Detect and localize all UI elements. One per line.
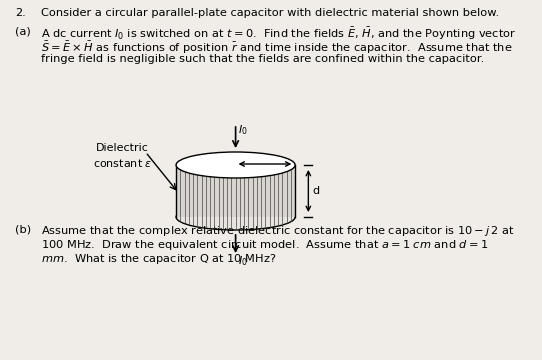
Ellipse shape <box>176 204 295 230</box>
Text: 100 MHz.  Draw the equivalent circuit model.  Assume that $a = 1$ $cm$ and $d = : 100 MHz. Draw the equivalent circuit mod… <box>41 238 488 252</box>
Text: Consider a circular parallel-plate capacitor with dielectric material shown belo: Consider a circular parallel-plate capac… <box>41 8 500 18</box>
Text: a: a <box>262 155 269 165</box>
Text: fringe field is negligible such that the fields are confined within the capacito: fringe field is negligible such that the… <box>41 54 485 64</box>
Ellipse shape <box>176 152 295 178</box>
Text: d: d <box>313 186 320 196</box>
Text: $mm$.  What is the capacitor Q at 10 MHz?: $mm$. What is the capacitor Q at 10 MHz? <box>41 252 276 266</box>
Text: (b): (b) <box>15 224 31 234</box>
Text: $I_0$: $I_0$ <box>238 123 248 137</box>
Text: Dielectric
constant $\varepsilon$: Dielectric constant $\varepsilon$ <box>93 143 152 169</box>
Text: $\bar{S} = \bar{E} \times \bar{H}$ as functions of position $\bar{r}$ and time i: $\bar{S} = \bar{E} \times \bar{H}$ as fu… <box>41 40 513 56</box>
Text: $I_0$: $I_0$ <box>238 254 248 268</box>
Bar <box>176 165 295 217</box>
Text: (a): (a) <box>15 26 31 36</box>
Text: 2.: 2. <box>15 8 25 18</box>
Text: Assume that the complex relative dielectric constant for the capacitor is $10 - : Assume that the complex relative dielect… <box>41 224 515 238</box>
Text: A dc current $I_0$ is switched on at $t = 0$.  Find the fields $\bar{E}$, $\bar{: A dc current $I_0$ is switched on at $t … <box>41 26 517 42</box>
